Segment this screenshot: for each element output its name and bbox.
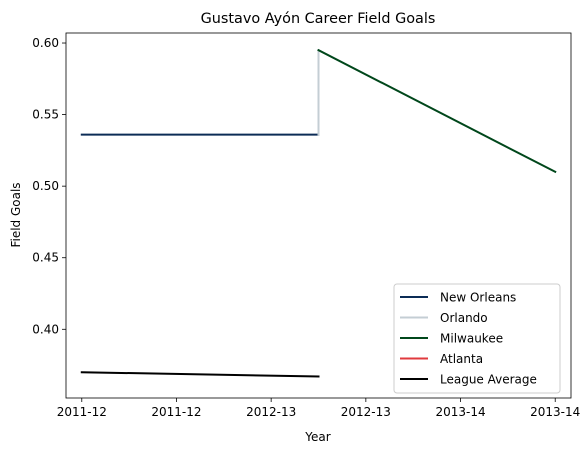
legend-items: New Orleans Orlando Milwaukee Atlanta League… xyxy=(400,291,537,387)
series-line-league-average xyxy=(80,371,320,378)
x-axis-ticks: 2011-12 2011-12 2012-13 2012-13 2013-14 2013-… xyxy=(57,398,580,419)
x-tick-label: 2013-14 xyxy=(435,405,485,419)
x-tick-label: 2012-13 xyxy=(246,405,296,419)
y-tick-label: 0.50 xyxy=(32,179,59,193)
y-tick-label: 0.55 xyxy=(32,108,59,122)
plot-lines xyxy=(80,48,557,378)
y-axis-label: Field Goals xyxy=(9,182,23,247)
x-tick-label: 2011-12 xyxy=(151,405,201,419)
plot-frame xyxy=(65,32,572,399)
legend: New Orleans Orlando Milwaukee Atlanta League… xyxy=(393,283,561,394)
y-axis-ticks: 0.40 0.45 0.50 0.55 0.60 xyxy=(32,36,66,336)
legend-label-milwaukee: Milwaukee xyxy=(440,332,503,346)
legend-label-league-average: League Average xyxy=(440,373,537,387)
x-axis-label: Year xyxy=(304,430,330,444)
x-tick-label: 2012-13 xyxy=(341,405,391,419)
x-tick-label: 2011-12 xyxy=(57,405,107,419)
legend-label-orlando: Orlando xyxy=(440,311,488,325)
y-tick-label: 0.60 xyxy=(32,36,59,50)
legend-label-atlanta: Atlanta xyxy=(440,352,483,366)
y-tick-label: 0.45 xyxy=(32,251,59,265)
chart-title: Gustavo Ayón Career Field Goals xyxy=(201,11,436,27)
x-tick-label: 2013-14 xyxy=(530,405,580,419)
legend-label-new-orleans: New Orleans xyxy=(440,291,516,305)
y-tick-label: 0.40 xyxy=(32,322,59,336)
legend-box xyxy=(393,283,561,394)
series-line-milwaukee xyxy=(317,48,557,174)
